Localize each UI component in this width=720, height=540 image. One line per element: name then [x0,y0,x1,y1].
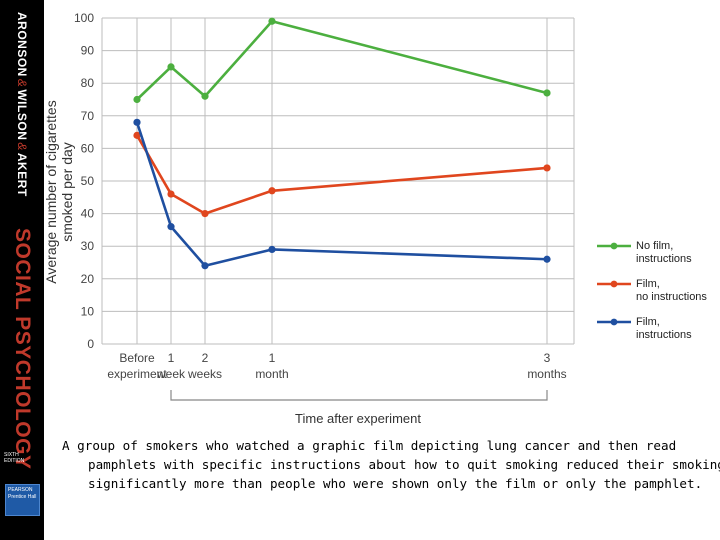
y-tick-label: 70 [81,109,95,123]
y-tick-label: 80 [81,76,95,90]
y-tick-label: 40 [81,207,95,221]
x-tick-label: weeks [187,367,222,381]
series-line [136,19,548,101]
y-tick-label: 30 [81,239,95,253]
x-axis-label: Time after experiment [295,411,421,426]
y-axis-label-line1: Average number of cigarettes [43,100,59,283]
legend-marker [610,280,618,288]
data-point [543,89,551,97]
data-point [201,92,209,100]
legend: No film, instructions Film, no instructio… [596,240,720,354]
publisher-name: PEARSON Prentice Hall [8,487,37,500]
x-tick-label: 3 [544,351,551,365]
data-point [133,95,141,104]
y-tick-label: 100 [74,11,94,25]
spine-edition: SIXTH EDITION [4,452,25,464]
x-tick-label: experiment [107,367,167,381]
x-tick-label: months [527,367,566,381]
series-group [133,17,551,270]
x-tick-label: 1 [269,351,276,365]
data-point [543,164,551,172]
data-point [167,63,175,71]
x-tick-label: month [255,367,288,381]
book-spine: ARONSON&WILSON&AKERT SOCIAL PSYCHOLOGY S… [0,0,44,540]
axes: 0102030405060708090100Beforeexperiment1w… [74,11,567,401]
legend-swatch [597,280,631,288]
publisher-logo: PEARSON Prentice Hall [5,484,40,516]
data-point [201,210,209,218]
legend-swatch [597,318,631,326]
legend-label: Film, instructions [636,316,692,341]
data-point [268,187,276,195]
y-tick-label: 90 [81,44,95,58]
y-tick-label: 20 [81,272,95,286]
y-tick-label: 50 [81,174,95,188]
figure-caption: A group of smokers who watched a graphic… [62,438,720,491]
x-tick-label: Before [119,351,155,365]
legend-item: Film, instructions [596,316,720,354]
data-point [268,245,276,254]
grid [101,17,575,345]
series-line [135,121,548,268]
time-bracket [170,390,548,401]
data-point [167,223,175,231]
data-point [167,190,175,198]
data-point [268,17,276,25]
y-tick-label: 10 [81,304,95,318]
y-axis-label-line2: smoked per day [59,142,75,242]
legend-label: Film, no instructions [636,278,707,303]
data-point [543,255,551,263]
data-point [133,131,141,139]
legend-item: No film, instructions [596,240,720,278]
x-tick-label: 2 [202,351,209,365]
y-tick-label: 0 [87,337,94,351]
line-chart: 0102030405060708090100Beforeexperiment1w… [43,11,575,426]
legend-marker [610,318,618,326]
legend-item: Film, no instructions [596,278,720,316]
x-tick-label: week [156,367,186,381]
legend-marker [610,242,618,250]
data-point [133,118,141,126]
data-point [201,262,209,270]
series-line [135,134,548,215]
legend-swatch [597,242,631,250]
y-tick-label: 60 [81,141,95,155]
x-tick-label: 1 [168,351,175,365]
legend-label: No film, instructions [636,240,692,265]
